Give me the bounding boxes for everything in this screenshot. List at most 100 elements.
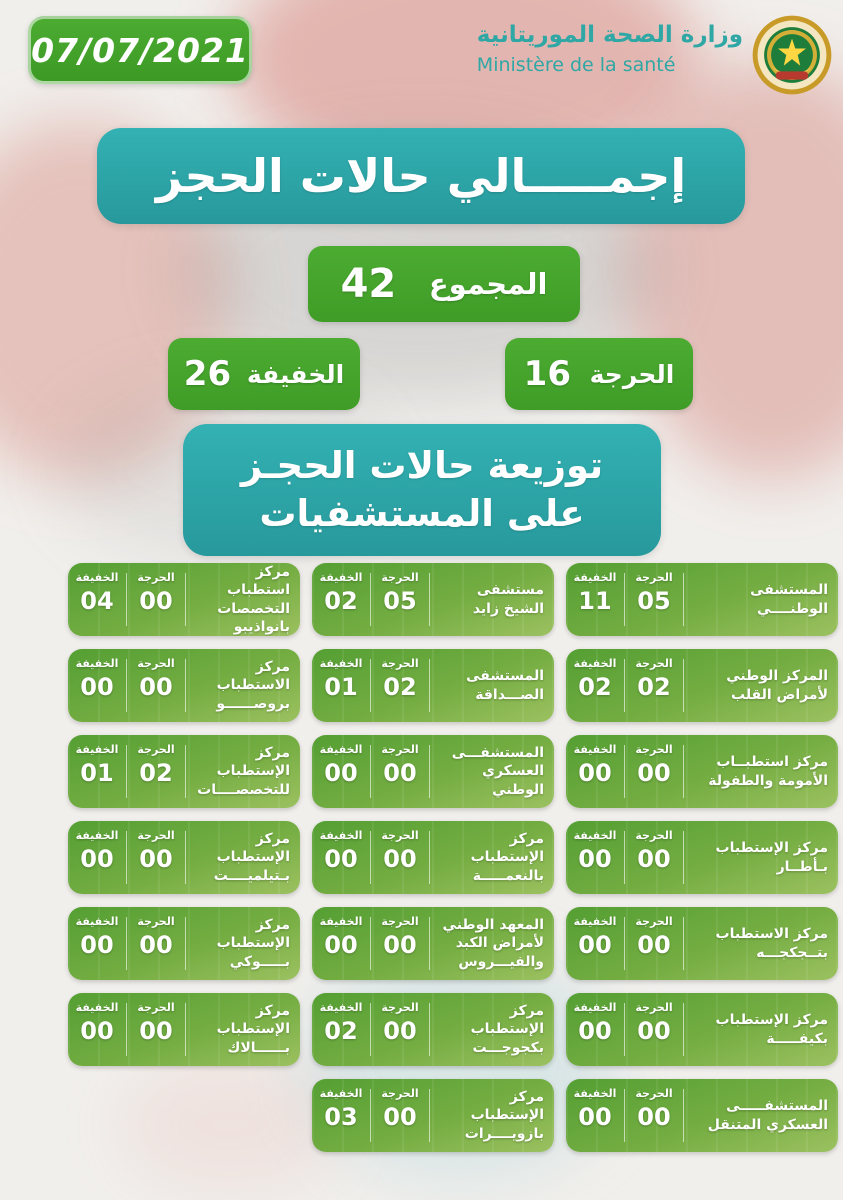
- hospital-name: مركز الإستطباب بـــــوكي: [216, 917, 290, 970]
- mild-label: الخفيفة: [573, 1087, 617, 1100]
- mild-value: 00: [578, 1017, 612, 1045]
- critical-label: الحرجة: [635, 743, 673, 756]
- critical-value: 00: [139, 1017, 173, 1045]
- critical-value: 00: [383, 1017, 417, 1045]
- mild-value: 00: [324, 759, 358, 787]
- critical-value: 00: [139, 587, 173, 615]
- critical-label: الحرجة: [381, 657, 419, 670]
- critical-label: الحرجة: [137, 829, 175, 842]
- card-divider: [370, 573, 371, 626]
- mild-label: الخفيفة: [319, 915, 363, 928]
- mild-value: 01: [80, 759, 114, 787]
- hospital-card: مركز استطباب التخصصات بانواذيبو الحرجة 0…: [68, 563, 300, 636]
- hospital-card: مركز الإستطباب بالنعمـــــة الحرجة 00 ال…: [312, 821, 554, 894]
- critical-value: 02: [383, 673, 417, 701]
- mild-label: الخفيفة: [75, 1001, 119, 1014]
- critical-value: 00: [139, 673, 173, 701]
- critical-column: الحرجة 00: [625, 1079, 683, 1152]
- hospital-name: مركز الإستطباب بكجوجـــت: [470, 1003, 544, 1056]
- mild-value: 00: [578, 1103, 612, 1131]
- mild-column: الخفيفة 01: [312, 649, 370, 722]
- card-divider: [683, 659, 684, 712]
- critical-value: 02: [139, 759, 173, 787]
- mild-column: الخفيفة 00: [68, 821, 126, 894]
- mild-column: الخفيفة 00: [312, 735, 370, 808]
- critical-value: 00: [637, 931, 671, 959]
- mild-label: الخفيفة: [319, 743, 363, 756]
- mild-value: 00: [80, 845, 114, 873]
- card-divider: [624, 831, 625, 884]
- critical-box: الحرجة 16: [505, 338, 693, 410]
- mild-value: 00: [324, 845, 358, 873]
- hospital-name: المركز الوطني لأمراض القلب: [726, 668, 828, 703]
- card-divider: [185, 831, 186, 884]
- card-divider: [126, 573, 127, 626]
- ministry-title: وزارة الصحة الموريتانية Ministère de la …: [477, 22, 743, 76]
- critical-column: الحرجة 00: [371, 821, 429, 894]
- critical-value: 00: [637, 845, 671, 873]
- distribution-title-line1: توزيعة حالات الحجـز: [240, 443, 604, 487]
- hospital-card: مركز الاستطباب بتــجكجـــه الحرجة 00 الخ…: [566, 907, 838, 980]
- mild-value: 00: [578, 759, 612, 787]
- mild-label: الخفيفة: [319, 657, 363, 670]
- hospital-card: مركز الاستطباب بروصــــــو الحرجة 00 الخ…: [68, 649, 300, 722]
- mild-column: الخفيفة 00: [566, 1079, 624, 1152]
- mild-value: 00: [324, 931, 358, 959]
- card-divider: [429, 573, 430, 626]
- total-box: المجموع 42: [308, 246, 580, 322]
- card-divider: [624, 1003, 625, 1056]
- total-label: المجموع: [428, 267, 548, 301]
- hospital-name: مركز الإستطباب بــــــالاك: [216, 1003, 290, 1056]
- distribution-title-line2: على المستشفيات: [259, 492, 585, 535]
- hospital-card: مركز الإستطباب بـــــوكي الحرجة 00 الخفي…: [68, 907, 300, 980]
- critical-column: الحرجة 00: [625, 907, 683, 980]
- hospital-card: مركز الإستطباب بكيفـــــة الحرجة 00 الخف…: [566, 993, 838, 1066]
- critical-column: الحرجة 05: [371, 563, 429, 636]
- mild-column: الخفيفة 00: [68, 907, 126, 980]
- mild-label: الخفيفة: [319, 1001, 363, 1014]
- critical-label: الحرجة: [635, 1087, 673, 1100]
- mild-value: 00: [80, 673, 114, 701]
- critical-value: 00: [637, 1103, 671, 1131]
- critical-column: الحرجة 00: [371, 1079, 429, 1152]
- mild-value: 00: [578, 845, 612, 873]
- ministry-name-french: Ministère de la santé: [476, 54, 676, 76]
- card-divider: [185, 745, 186, 798]
- hospital-card: المستشفى الصـــداقة الحرجة 02 الخفيفة 01: [312, 649, 554, 722]
- hospital-name: مركز الاستطباب بتــجكجـــه: [715, 926, 829, 961]
- critical-value: 16: [523, 354, 571, 394]
- critical-column: الحرجة 00: [127, 993, 185, 1066]
- mild-label: الخفيفة: [246, 359, 345, 389]
- hospital-card: مركز الإستطباب بازويــــرات الحرجة 00 ال…: [312, 1079, 554, 1152]
- mild-value: 00: [80, 931, 114, 959]
- critical-label: الحرجة: [589, 359, 675, 389]
- hospital-card: مستشفى الشيخ زايد الحرجة 05 الخفيفة 02: [312, 563, 554, 636]
- card-divider: [370, 917, 371, 970]
- mild-label: الخفيفة: [75, 829, 119, 842]
- card-divider: [683, 1089, 684, 1142]
- card-divider: [683, 573, 684, 626]
- hospital-name: مركز استطبــاب الأمومة والطفولة: [708, 754, 828, 789]
- critical-label: الحرجة: [137, 657, 175, 670]
- card-divider: [429, 659, 430, 712]
- card-divider: [683, 745, 684, 798]
- critical-column: الحرجة 00: [625, 993, 683, 1066]
- card-divider: [683, 1003, 684, 1056]
- critical-column: الحرجة 02: [625, 649, 683, 722]
- critical-column: الحرجة 00: [371, 993, 429, 1066]
- mild-label: الخفيفة: [573, 915, 617, 928]
- hospital-name: مركز الإستطباب بكيفـــــة: [715, 1012, 829, 1047]
- card-divider: [126, 831, 127, 884]
- mild-column: الخفيفة 00: [566, 735, 624, 808]
- hospital-name: مركز الاستطباب بروصــــــو: [216, 659, 290, 712]
- critical-label: الحرجة: [381, 1087, 419, 1100]
- total-value: 42: [340, 261, 397, 307]
- critical-label: الحرجة: [381, 743, 419, 756]
- critical-label: الحرجة: [137, 915, 175, 928]
- mild-column: الخفيفة 00: [68, 993, 126, 1066]
- critical-label: الحرجة: [381, 1001, 419, 1014]
- total-cases-title: إجمـــــالي حالات الحجز: [155, 149, 687, 203]
- card-divider: [683, 917, 684, 970]
- card-divider: [429, 745, 430, 798]
